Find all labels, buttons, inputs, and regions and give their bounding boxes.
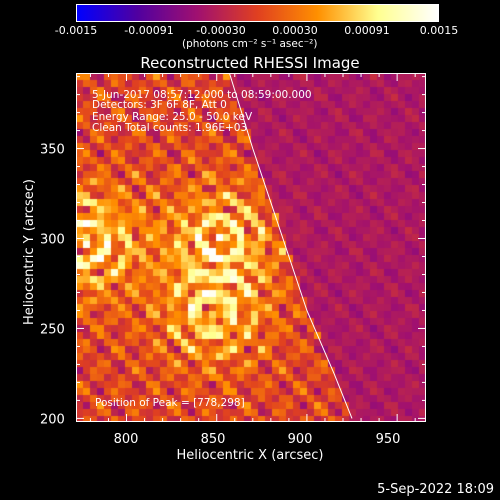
- y-tick-label: 300: [40, 232, 65, 248]
- x-axis-label: Heliocentric X (arcsec): [176, 448, 324, 463]
- plot-area: [76, 73, 426, 422]
- chart-title: Reconstructed RHESSI Image: [140, 54, 360, 72]
- y-tick-label: 200: [40, 412, 65, 428]
- solar-limb-curve: [228, 73, 353, 419]
- annotation-detectors: Detectors: 3F 6F 8F, Att 0: [92, 99, 227, 111]
- colorbar-tick-label: 0.00030: [272, 24, 318, 37]
- plot-frame: [76, 73, 426, 422]
- x-tick-label: 900: [287, 432, 313, 447]
- y-tick-label: 250: [40, 322, 65, 338]
- colorbar-tick-label: 0.00091: [344, 24, 390, 37]
- x-tick-label: 800: [113, 432, 139, 447]
- y-axis-label: Heliocentric Y (arcsec): [22, 179, 37, 325]
- x-tick-label: 850: [200, 432, 226, 447]
- colorbar-tick-label: -0.0015: [54, 24, 98, 37]
- footer-date: 5-Sep-2022 18:09: [377, 482, 494, 497]
- heatmap-image: [76, 73, 426, 422]
- x-tick-label: 950: [375, 432, 401, 447]
- colorbar-tick-label: -0.00091: [124, 24, 174, 37]
- plot-overlay: [76, 73, 426, 422]
- annotation-time-range: 5-Jun-2017 08:57:12.000 to 08:59:00.000: [92, 89, 312, 101]
- annotation-peak-position: Position of Peak = [778,298]: [95, 397, 245, 409]
- annotation-method: Clean Total counts: 1.96E+03: [92, 122, 248, 134]
- colorbar-unit-label: (photons cm⁻² s⁻¹ asec⁻²): [182, 38, 318, 50]
- colorbar: [76, 4, 439, 22]
- axis-ticks: [76, 73, 426, 422]
- colorbar-tick-label: 0.0015: [419, 24, 459, 37]
- colorbar-tick-label: -0.00030: [196, 24, 246, 37]
- y-tick-label: 350: [40, 142, 65, 158]
- annotation-energy-range: Energy Range: 25.0 - 50.0 keV: [92, 111, 253, 123]
